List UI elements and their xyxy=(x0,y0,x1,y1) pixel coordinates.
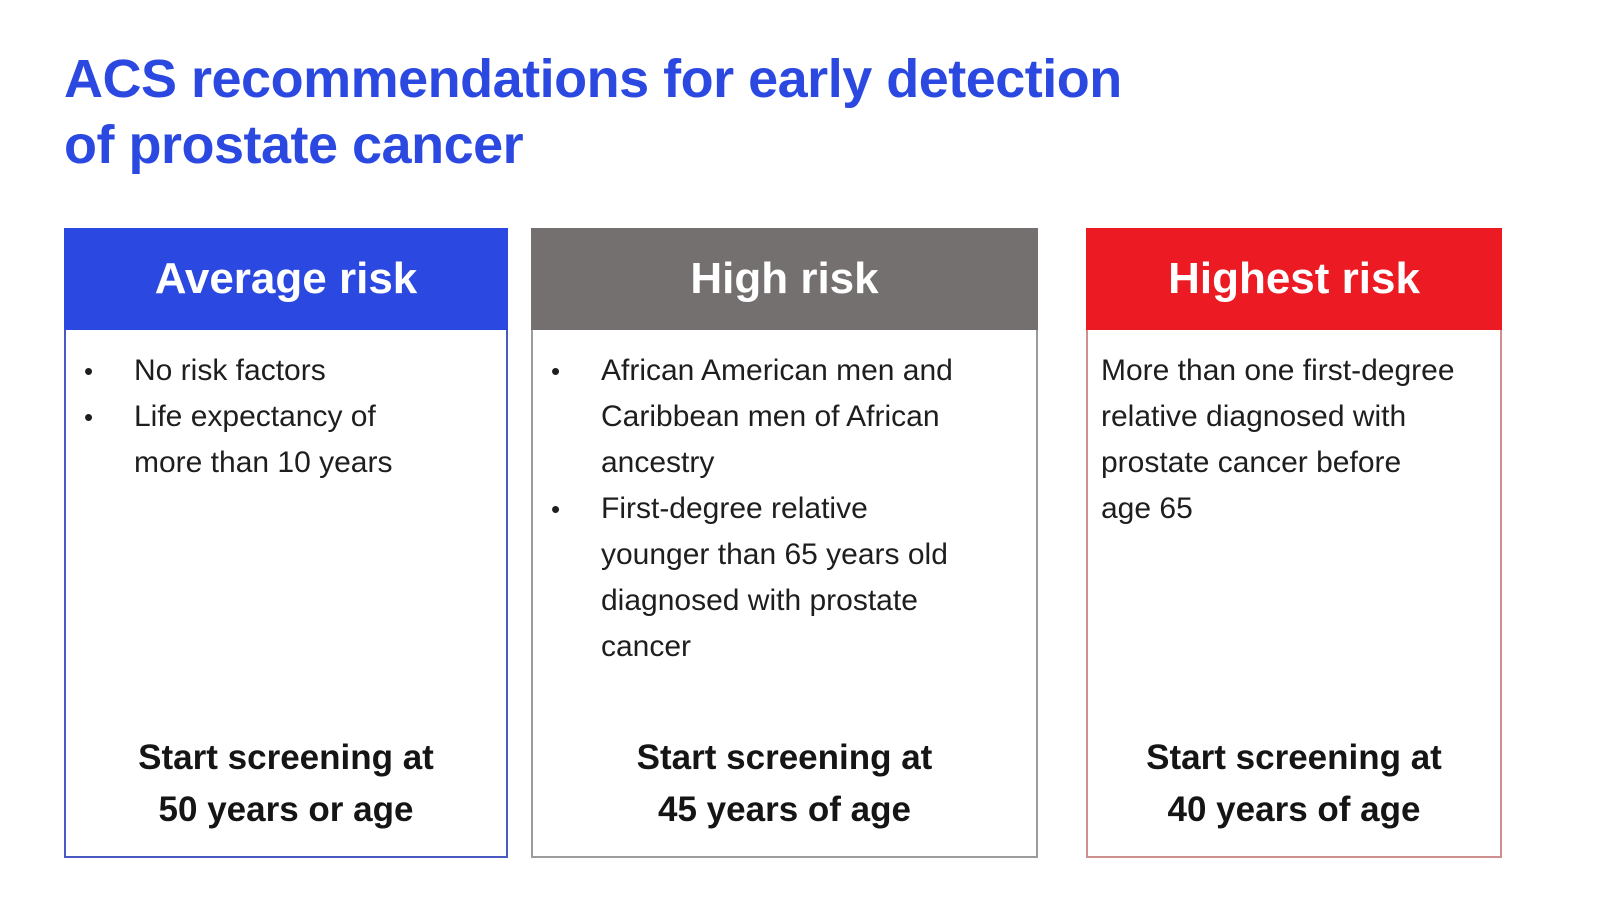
card-body-average: • No risk factors • Life expectancy of m… xyxy=(66,330,506,856)
list-item: • African American men and Caribbean men… xyxy=(543,348,1036,486)
bullet-list: • No risk factors • Life expectancy of m… xyxy=(66,348,506,486)
bullet-text: Life expectancy of more than 10 years xyxy=(134,400,393,479)
card-header-average: Average risk xyxy=(64,228,508,330)
list-item: • First-degree relative younger than 65 … xyxy=(543,486,1036,670)
card-header-high: High risk xyxy=(531,228,1038,330)
screening-note-high: Start screening at 45 years of age xyxy=(533,732,1036,856)
screening-note-line-1: Start screening at xyxy=(138,738,434,777)
screening-note-line-2: 40 years of age xyxy=(1167,790,1421,829)
bullet-text: First-degree relative younger than 65 ye… xyxy=(601,492,948,663)
bullet-text: African American men and Caribbean men o… xyxy=(601,354,953,479)
page-title: ACS recommendations for early detection … xyxy=(64,46,1122,178)
bullet-icon: • xyxy=(84,356,94,386)
screening-note-line-2: 45 years of age xyxy=(658,790,911,829)
risk-card-high: High risk • African American men and Car… xyxy=(531,228,1038,858)
card-header-highest: Highest risk xyxy=(1086,228,1502,330)
screening-note-line-1: Start screening at xyxy=(636,738,933,777)
card-body-highest: More than one first-degree relative diag… xyxy=(1088,330,1500,856)
bullet-icon: • xyxy=(551,356,561,386)
screening-note-line-1: Start screening at xyxy=(1146,738,1442,777)
risk-card-average: Average risk • No risk factors • Life ex… xyxy=(64,228,508,858)
bullet-icon: • xyxy=(84,402,94,432)
bullet-text: No risk factors xyxy=(134,354,326,387)
bullet-icon: • xyxy=(551,494,561,524)
risk-card-highest: Highest risk More than one first-degree … xyxy=(1086,228,1502,858)
page-title-line-2: of prostate cancer xyxy=(64,115,524,175)
list-item: • Life expectancy of more than 10 years xyxy=(76,394,506,486)
screening-note-average: Start screening at 50 years or age xyxy=(66,732,506,856)
list-item: • No risk factors xyxy=(76,348,506,394)
page-title-line-1: ACS recommendations for early detection xyxy=(64,49,1122,109)
card-paragraph: More than one first-degree relative diag… xyxy=(1101,354,1455,525)
card-body-high: • African American men and Caribbean men… xyxy=(533,330,1036,856)
screening-note-line-2: 50 years or age xyxy=(158,790,414,829)
bullet-list: • African American men and Caribbean men… xyxy=(533,348,1036,670)
screening-note-highest: Start screening at 40 years of age xyxy=(1088,732,1500,856)
